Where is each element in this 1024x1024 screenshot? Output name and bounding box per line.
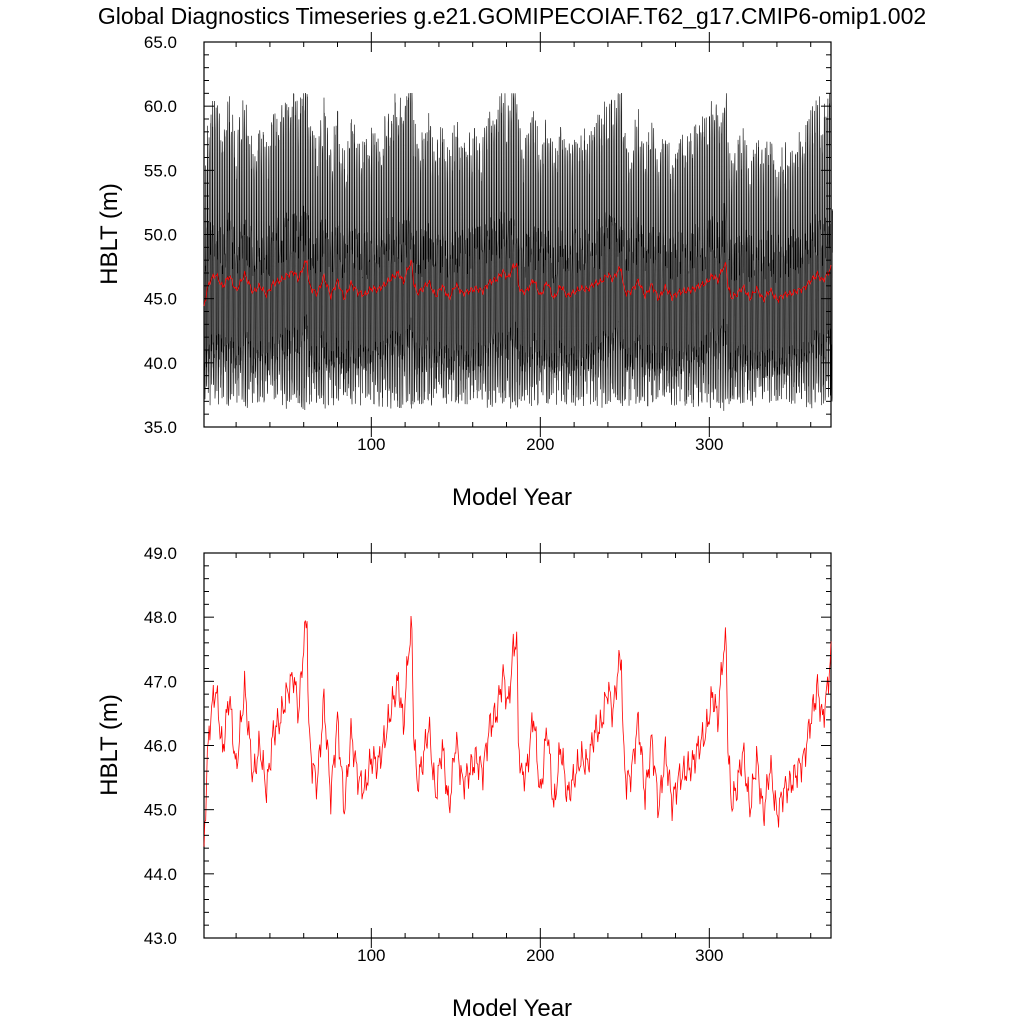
bottom-ytick-labels: 43.0 44.0 45.0 46.0 47.0 48.0 49.0 — [144, 544, 177, 948]
top-ticks — [204, 32, 831, 437]
y-tick-label: 49.0 — [144, 544, 177, 563]
series-line-annual-mean — [203, 259, 832, 307]
panel-top: 35.0 40.0 45.0 50.0 55.0 60.0 65.0 100 200 300 M… — [96, 32, 833, 511]
x-tick-label: 200 — [526, 946, 554, 965]
bottom-y-axis-title: HBLT (m) — [96, 694, 123, 796]
x-tick-label: 100 — [357, 435, 385, 454]
x-tick-label: 300 — [695, 435, 723, 454]
top-y-axis-title: HBLT (m) — [96, 183, 123, 285]
y-tick-label: 46.0 — [144, 737, 177, 756]
y-tick-label: 55.0 — [144, 161, 177, 180]
bottom-ticks — [204, 543, 831, 948]
plot-frame-bottom — [203, 552, 832, 939]
y-tick-label: 60.0 — [144, 97, 177, 116]
series-line-annual-mean — [203, 615, 832, 847]
top-x-axis-title: Model Year — [452, 484, 572, 511]
y-tick-label: 50.0 — [144, 226, 177, 245]
bottom-xtick-labels: 100 200 300 — [357, 946, 723, 965]
top-red-series-group — [203, 259, 832, 307]
y-tick-label: 47.0 — [144, 672, 177, 691]
y-tick-label: 43.0 — [144, 929, 177, 948]
y-tick-label: 48.0 — [144, 608, 177, 627]
y-tick-label: 45.0 — [144, 801, 177, 820]
y-tick-label: 65.0 — [144, 33, 177, 52]
top-ytick-labels: 35.0 40.0 45.0 50.0 55.0 60.0 65.0 — [144, 33, 177, 437]
y-tick-label: 40.0 — [144, 354, 177, 373]
x-tick-label: 100 — [357, 946, 385, 965]
y-tick-label: 45.0 — [144, 290, 177, 309]
x-tick-label: 300 — [695, 946, 723, 965]
bottom-red-series-group — [203, 615, 832, 847]
series-line-monthly — [203, 93, 833, 411]
top-black-series-group — [203, 93, 833, 411]
top-xtick-labels: 100 200 300 — [357, 435, 723, 454]
y-tick-label: 35.0 — [144, 418, 177, 437]
x-tick-label: 200 — [526, 435, 554, 454]
panel-bottom: 43.0 44.0 45.0 46.0 47.0 48.0 49.0 100 200 300 M… — [96, 543, 832, 1022]
figure-title: Global Diagnostics Timeseries g.e21.GOMI… — [98, 3, 926, 29]
bottom-x-axis-title: Model Year — [452, 995, 572, 1022]
y-tick-label: 44.0 — [144, 865, 177, 884]
